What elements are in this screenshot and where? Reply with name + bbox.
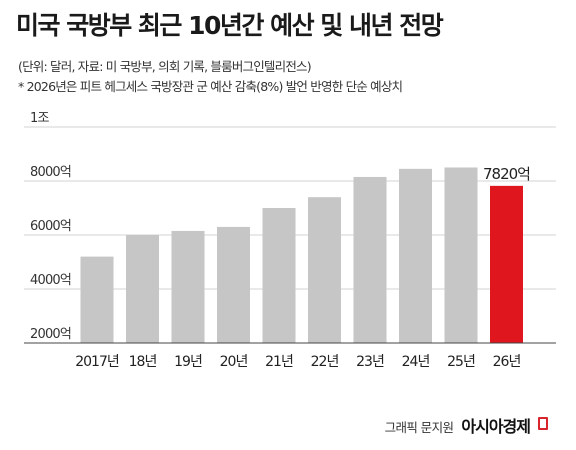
x-tick-label: 25년 bbox=[447, 354, 475, 370]
y-tick-label: 8000억 bbox=[30, 165, 71, 180]
x-tick-label: 19년 bbox=[174, 354, 202, 370]
publisher-mark-icon bbox=[538, 417, 548, 430]
publisher-logo: 아시아경제 bbox=[461, 417, 531, 436]
x-tick-label: 22년 bbox=[311, 354, 339, 370]
x-tick-label: 26년 bbox=[493, 354, 521, 370]
x-tick-label: 20년 bbox=[220, 354, 248, 370]
x-tick-label: 23년 bbox=[356, 354, 384, 370]
unit-source-note: (단위: 달러, 자료: 미 국방부, 의회 기록, 블룸버그인텔리전스) bbox=[18, 59, 312, 74]
bar bbox=[126, 235, 159, 343]
bar bbox=[171, 230, 205, 343]
bar bbox=[217, 226, 250, 343]
bar bbox=[262, 208, 296, 343]
y-tick-label: 1조 bbox=[30, 111, 49, 126]
y-tick-label: 2000억 bbox=[30, 327, 71, 342]
bar bbox=[444, 167, 478, 343]
y-tick-label: 6000억 bbox=[30, 219, 71, 234]
data-label: 7820억 bbox=[483, 165, 530, 183]
x-tick-label: 21년 bbox=[265, 354, 293, 370]
x-tick-label: 18년 bbox=[129, 354, 157, 370]
chart-title: 미국 국방부 최근 10년간 예산 및 내년 전망 bbox=[16, 11, 444, 40]
credit: 그래픽 문지원 아시아경제 bbox=[385, 413, 548, 437]
highlight-bar bbox=[490, 185, 523, 343]
graphic-credit: 그래픽 문지원 bbox=[384, 420, 454, 435]
y-tick-label: 4000억 bbox=[30, 273, 71, 288]
x-tick-label: 24년 bbox=[402, 354, 430, 370]
bar bbox=[399, 168, 432, 343]
bar bbox=[80, 256, 114, 343]
bar bbox=[353, 176, 387, 343]
footnote: * 2026년은 피트 헤그세스 국방장관 군 예산 감축(8%) 발언 반영한… bbox=[18, 79, 403, 94]
x-tick-label: 2017년 bbox=[75, 354, 119, 370]
bar bbox=[308, 197, 341, 343]
